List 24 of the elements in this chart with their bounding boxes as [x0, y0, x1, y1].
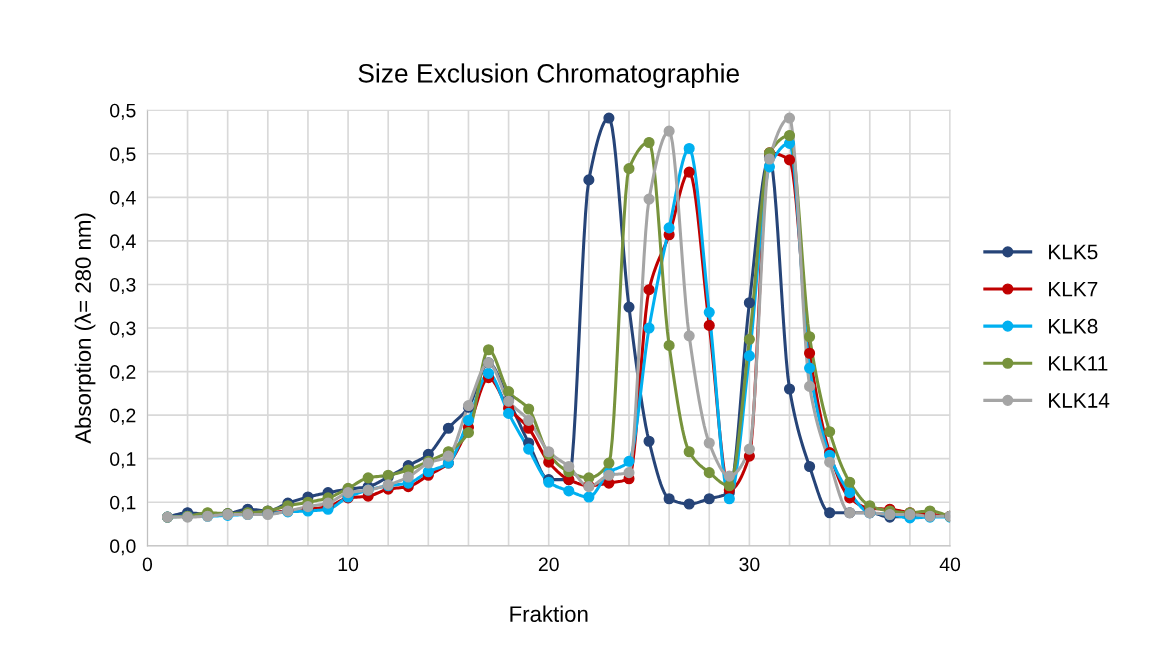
y-axis-title: Absorption (λ= 280 nm) [74, 213, 96, 444]
y-tick-label: 0,0 [110, 539, 136, 556]
legend-label: KLK8 [1049, 318, 1098, 334]
chart-title: Size Exclusion Chromatographie [358, 63, 739, 88]
y-tick-label: 0,5 [110, 147, 136, 164]
x-tick-label: 0 [142, 557, 153, 572]
y-tick-label: 0,1 [110, 495, 136, 512]
y-tick-label: 0,1 [110, 452, 136, 469]
y-tick-label: 0,3 [110, 321, 136, 338]
y-tick-label: 0,2 [110, 408, 136, 425]
x-axis-title: Fraktion [510, 605, 588, 622]
y-tick-label: 0,3 [110, 277, 136, 294]
y-tick-label: 0,2 [110, 365, 136, 382]
x-tick-label: 30 [739, 557, 760, 572]
x-tick-label: 40 [939, 557, 961, 572]
y-tick-label: 0,4 [110, 234, 136, 251]
y-tick-label: 0,4 [110, 190, 136, 207]
legend-label: KLK5 [1049, 244, 1098, 260]
legend-label: KLK14 [1049, 393, 1110, 408]
legend-label: KLK11 [1049, 356, 1108, 371]
legend-label: KLK7 [1049, 281, 1098, 297]
x-tick-label: 10 [338, 557, 359, 572]
x-tick-label: 20 [538, 557, 559, 572]
y-tick-label: 0,5 [110, 103, 136, 120]
